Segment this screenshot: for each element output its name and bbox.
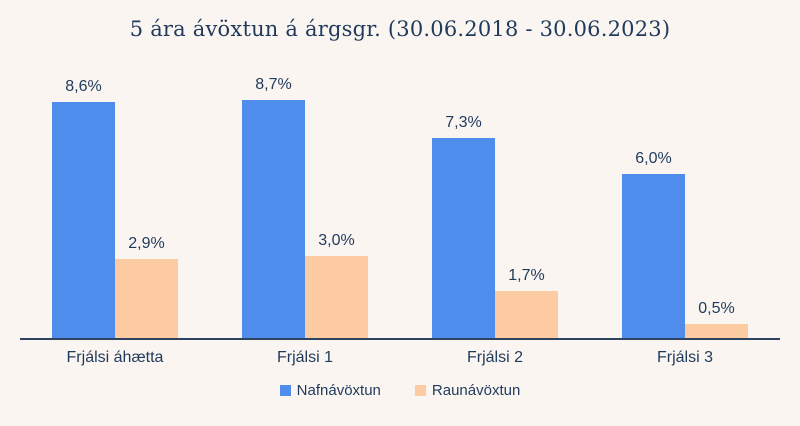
category-label: Frjálsi 2 <box>466 349 523 366</box>
legend-swatch <box>279 385 291 396</box>
bar-raunávöxtun: 1,7% <box>495 267 558 338</box>
bar-nafnávöxtun: 8,7% <box>242 76 305 338</box>
bar-raunávöxtun: 2,9% <box>115 235 178 338</box>
bar-group: 8,6% 2,9% <box>20 66 210 338</box>
bar-pair: 6,0% 0,5% <box>622 150 748 338</box>
bar-group: 8,7% 3,0% <box>210 66 400 338</box>
bar-nafnávöxtun: 8,6% <box>52 78 115 338</box>
bar-nafnávöxtun: 6,0% <box>622 150 685 338</box>
legend-item: Raunávöxtun <box>414 382 521 399</box>
value-label: 3,0% <box>318 232 355 249</box>
value-label: 8,6% <box>65 78 102 95</box>
legend: Nafnávöxtun Raunávöxtun <box>0 382 800 399</box>
plot-area: 8,6% 2,9% 8,7% 3,0% 7,3% 1,7% 6,0% 0,5% <box>20 66 780 340</box>
category-label: Frjálsi 3 <box>656 349 713 366</box>
bar-raunávöxtun: 3,0% <box>305 232 368 338</box>
bar-group: 7,3% 1,7% <box>400 66 590 338</box>
bar-group: 6,0% 0,5% <box>590 66 780 338</box>
x-axis-labels: Frjálsi áhætta Frjálsi 1 Frjálsi 2 Frjálsi … <box>20 340 780 367</box>
value-label: 6,0% <box>635 150 672 167</box>
value-label: 2,9% <box>128 235 165 252</box>
category-label: Frjálsi áhætta <box>66 349 164 366</box>
legend-label: Nafnávöxtun <box>296 382 381 399</box>
bar-pair: 7,3% 1,7% <box>432 114 558 338</box>
bar-pair: 8,7% 3,0% <box>242 76 368 338</box>
category-label: Frjálsi 1 <box>276 349 333 366</box>
bar-raunávöxtun: 0,5% <box>685 300 748 338</box>
value-label: 0,5% <box>698 300 735 317</box>
legend-swatch <box>414 385 426 396</box>
chart-title: 5 ára ávöxtun á árgsgr. (30.06.2018 - 30… <box>129 17 671 41</box>
value-label: 7,3% <box>445 114 482 131</box>
bar-nafnávöxtun: 7,3% <box>432 114 495 338</box>
value-label: 8,7% <box>255 76 292 93</box>
legend-label: Raunávöxtun <box>431 382 521 399</box>
bar-pair: 8,6% 2,9% <box>52 78 178 338</box>
legend-item: Nafnávöxtun <box>279 382 381 399</box>
value-label: 1,7% <box>508 267 545 284</box>
